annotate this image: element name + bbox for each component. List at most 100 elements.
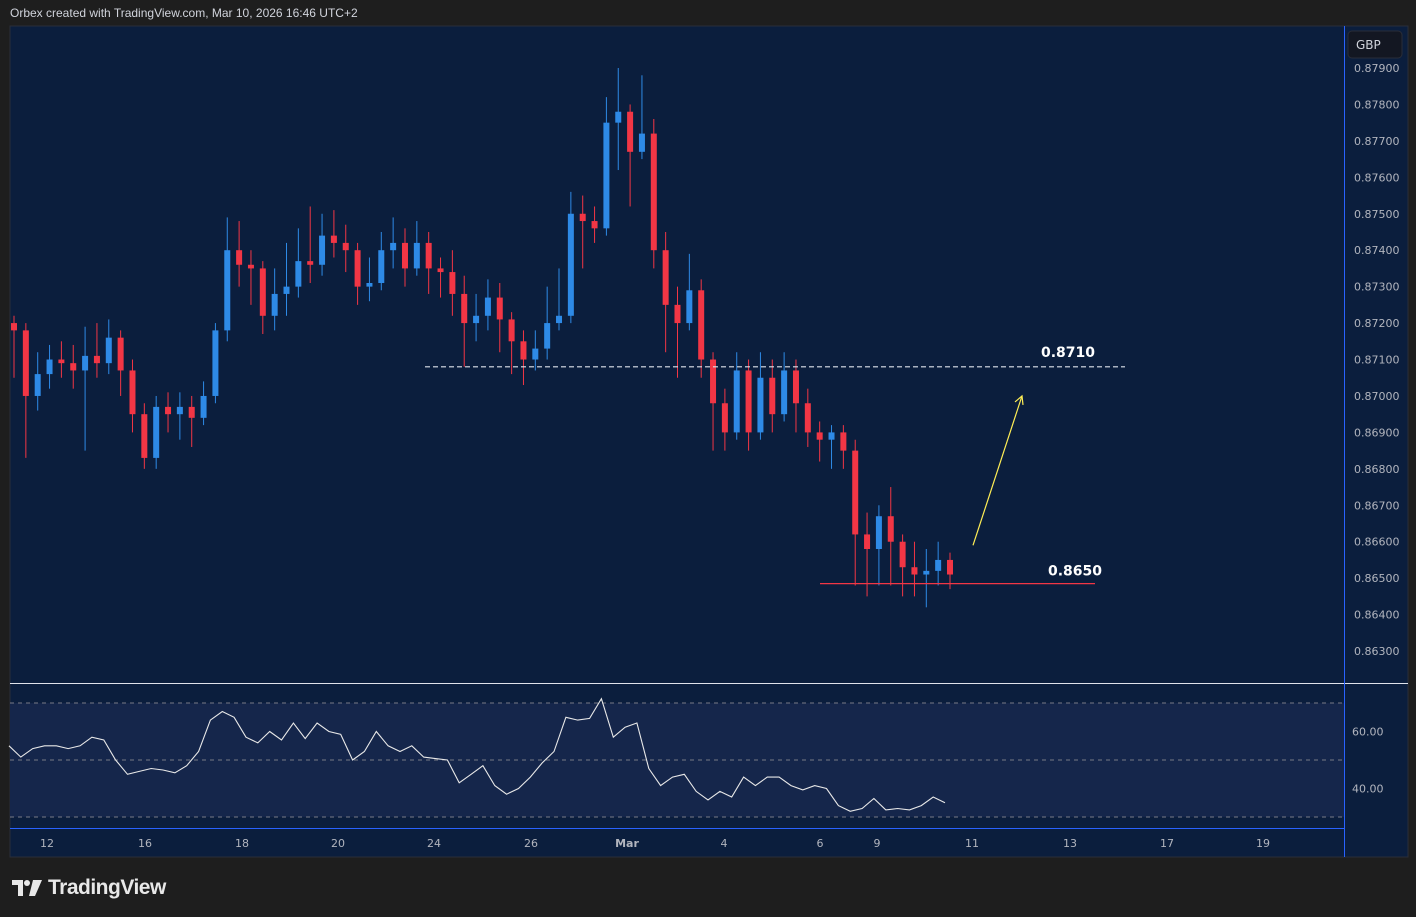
time-tick-label: 24 xyxy=(427,837,441,850)
trend-arrow[interactable] xyxy=(972,395,1023,546)
candle-body xyxy=(816,432,823,440)
candle-body xyxy=(105,337,112,364)
time-tick-label: 13 xyxy=(1063,837,1077,850)
candle-body xyxy=(674,304,681,324)
price-tick-label: 0.87600 xyxy=(1354,171,1400,184)
candle-body xyxy=(70,363,77,371)
candle-body xyxy=(627,111,634,152)
time-tick-label: 12 xyxy=(40,837,54,850)
candle-body xyxy=(413,242,420,269)
candle-body xyxy=(923,570,930,575)
rsi-tick-label: 60.00 xyxy=(1352,726,1384,739)
price-tick-label: 0.86300 xyxy=(1354,645,1400,658)
rsi-tick-label: 40.00 xyxy=(1352,783,1384,796)
candle-body xyxy=(804,403,811,433)
candle-body xyxy=(757,377,764,433)
candle-body xyxy=(496,297,503,320)
price-tick-label: 0.87400 xyxy=(1354,244,1400,257)
candle-body xyxy=(864,534,871,550)
currency-label: GBP xyxy=(1356,38,1381,52)
candle-body xyxy=(662,250,669,305)
candle-body xyxy=(461,293,468,324)
candle-body xyxy=(698,290,705,360)
arrow-head-icon xyxy=(1014,394,1024,406)
candle-body xyxy=(153,406,160,458)
candle-body xyxy=(473,315,480,324)
candle-body xyxy=(330,235,337,243)
candle-body xyxy=(22,330,29,396)
candle-body xyxy=(935,559,942,571)
tradingview-logo-text: TradingView xyxy=(48,876,166,899)
candle-body xyxy=(295,261,302,287)
candle-body xyxy=(82,355,89,371)
currency-badge[interactable] xyxy=(1347,30,1403,59)
resistance-label: 0.8710 xyxy=(1041,345,1095,361)
price-tick-label: 0.87500 xyxy=(1354,208,1400,221)
candle-body xyxy=(58,359,65,364)
candle-body xyxy=(425,242,432,269)
candle-body xyxy=(638,133,645,152)
candle-body xyxy=(46,359,53,375)
candle-body xyxy=(840,432,847,451)
candle-body xyxy=(484,297,491,316)
price-tick-label: 0.87200 xyxy=(1354,317,1400,330)
candle-body xyxy=(544,323,551,349)
price-tick-label: 0.86900 xyxy=(1354,426,1400,439)
candle-body xyxy=(319,235,326,265)
time-tick-label: 26 xyxy=(524,837,538,850)
tradingview-logo[interactable]: TradingView xyxy=(12,876,166,900)
candle-body xyxy=(769,377,776,415)
price-tick-label: 0.87000 xyxy=(1354,390,1400,403)
candle-body xyxy=(247,264,254,269)
price-tick-label: 0.86500 xyxy=(1354,572,1400,585)
candle-body xyxy=(721,403,728,433)
price-tick-label: 0.86600 xyxy=(1354,536,1400,549)
candle-body xyxy=(366,282,373,287)
candle-body xyxy=(686,290,693,324)
candle-body xyxy=(745,370,752,433)
tradingview-logo-icon xyxy=(12,880,42,896)
candle-body xyxy=(212,330,219,396)
candle-body xyxy=(165,406,172,415)
candle-body xyxy=(93,355,100,364)
candle-body xyxy=(591,221,598,229)
candle-body xyxy=(615,111,622,123)
candle-body xyxy=(650,133,657,251)
candle-body xyxy=(224,250,231,331)
candle-body xyxy=(188,406,195,418)
time-tick-label: 19 xyxy=(1256,837,1270,850)
candle-body xyxy=(911,567,918,575)
candle-body xyxy=(401,242,408,269)
candle-body xyxy=(354,250,361,287)
time-tick-label: 18 xyxy=(235,837,249,850)
candle-body xyxy=(828,432,835,440)
candle-body xyxy=(579,213,586,222)
candle-body xyxy=(733,370,740,433)
candle-body xyxy=(307,261,314,265)
candle-body xyxy=(887,516,894,542)
candle-body xyxy=(34,374,41,396)
candle-body xyxy=(556,315,563,324)
rsi-line xyxy=(8,697,946,812)
candle-body xyxy=(875,516,882,550)
candle-body xyxy=(200,395,207,418)
candle-body xyxy=(781,370,788,415)
price-tick-label: 0.87300 xyxy=(1354,281,1400,294)
candle-body xyxy=(603,122,610,229)
candle-body xyxy=(117,337,124,371)
candle-body xyxy=(342,242,349,251)
candle-body xyxy=(129,370,136,415)
candle-body xyxy=(283,286,290,294)
candle-body xyxy=(141,414,148,458)
price-tick-label: 0.87700 xyxy=(1354,135,1400,148)
candle-body xyxy=(567,213,574,316)
candle-body xyxy=(259,268,266,316)
candle-body xyxy=(176,406,183,415)
candle-body xyxy=(271,293,278,316)
candle-body xyxy=(532,348,539,360)
time-tick-label: Mar xyxy=(615,837,639,850)
time-tick-label: 4 xyxy=(721,837,728,850)
candle-body xyxy=(792,370,799,404)
candle-body xyxy=(390,242,397,251)
